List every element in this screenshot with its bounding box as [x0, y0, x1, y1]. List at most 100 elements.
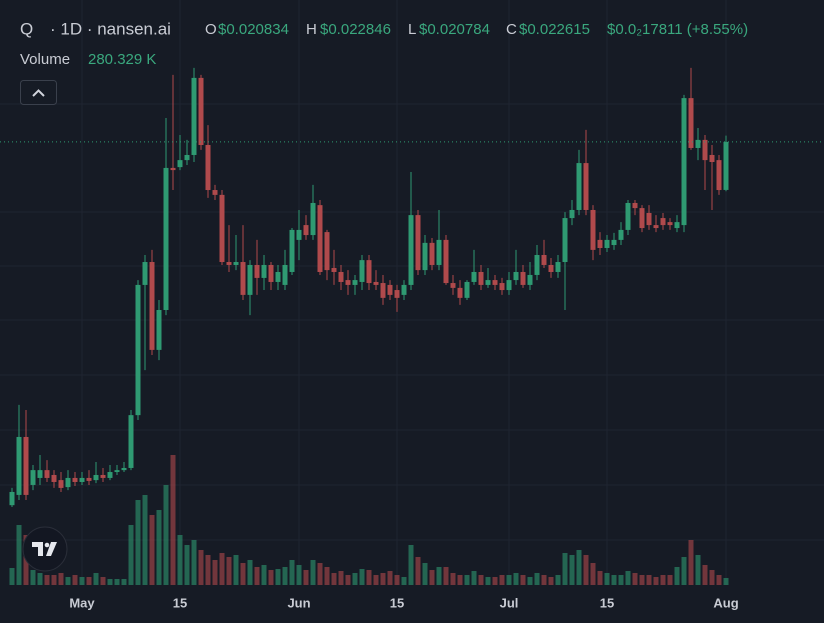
candle-body	[128, 415, 134, 468]
volume-bar	[156, 510, 162, 585]
volume-bar	[429, 570, 435, 585]
collapse-button[interactable]	[20, 80, 57, 105]
candle-body	[611, 239, 617, 246]
candle-body	[121, 467, 127, 471]
candle-body	[688, 98, 694, 148]
x-tick-label: 15	[390, 595, 404, 610]
volume-bar	[688, 540, 694, 585]
candle-body	[576, 163, 582, 210]
volume-bar	[555, 575, 561, 585]
volume-bar	[485, 577, 491, 585]
volume-bar	[16, 525, 22, 585]
candle-body	[520, 271, 526, 285]
candle-body	[597, 239, 603, 248]
x-tick-label: May	[69, 595, 95, 610]
candle-body	[534, 255, 540, 275]
volume-bar	[576, 550, 582, 585]
volume-bar	[65, 577, 71, 585]
candle-body	[9, 491, 15, 506]
tradingview-logo[interactable]	[22, 526, 68, 572]
candle-body	[212, 190, 218, 195]
volume-bar	[471, 571, 477, 585]
volume-bar	[289, 560, 295, 585]
candle-body	[324, 232, 330, 271]
candle-body	[79, 477, 85, 482]
candle-body	[380, 283, 386, 298]
candle-body	[233, 262, 239, 265]
candle-body	[373, 281, 379, 285]
candle-body	[240, 262, 246, 295]
candle-body	[198, 77, 204, 146]
volume-bar	[275, 569, 281, 585]
candle-body	[457, 287, 463, 298]
candle-body	[653, 225, 659, 229]
x-tick-label: 15	[600, 595, 614, 610]
candle-body	[695, 139, 701, 148]
volume-bar	[254, 567, 260, 585]
volume-bar	[506, 575, 512, 585]
candle-body	[716, 160, 722, 191]
volume-bar	[394, 575, 400, 585]
candle-body	[660, 218, 666, 226]
high-value: $0.022846	[320, 21, 391, 38]
candle-body	[674, 222, 680, 229]
low-value: $0.020784	[419, 21, 490, 38]
x-axis-band	[0, 586, 824, 623]
volume-bar	[618, 575, 624, 585]
candle-body	[93, 474, 99, 481]
volume-bar	[667, 575, 673, 585]
interval: · 1D · nansen.ai	[50, 19, 171, 38]
change-value: $0.0₂17811 (+8.55%)	[607, 21, 748, 38]
x-tick-label: 15	[173, 595, 187, 610]
volume-bar	[464, 575, 470, 585]
candle-body	[387, 284, 393, 295]
x-tick-label: Aug	[713, 595, 738, 610]
volume-bar	[625, 571, 631, 585]
volume-bar	[247, 560, 253, 585]
volume-bar	[457, 575, 463, 585]
volume-bar	[632, 573, 638, 585]
candle-body	[72, 477, 78, 482]
volume-bar	[142, 495, 148, 585]
candle-body	[163, 167, 169, 310]
volume-bar	[422, 563, 428, 585]
candle-body	[247, 264, 253, 295]
candle-body	[177, 160, 183, 168]
candle-body	[492, 280, 498, 285]
volume-bar	[226, 557, 232, 585]
volume-bar	[107, 579, 113, 585]
volume-bar	[695, 555, 701, 585]
volume-bar	[128, 525, 134, 585]
candle-body	[569, 209, 575, 219]
volume-bar	[100, 577, 106, 585]
candle-body	[681, 98, 687, 226]
candle-body	[16, 436, 22, 495]
candle-body	[639, 208, 645, 229]
volume-bar	[702, 565, 708, 585]
volume-bar	[170, 455, 176, 585]
candle-body	[261, 264, 267, 278]
candle-body	[149, 262, 155, 350]
volume-bar	[359, 569, 365, 585]
volume-bar	[373, 575, 379, 585]
candle-body	[436, 239, 442, 265]
candle-body	[142, 262, 148, 285]
candle-body	[499, 283, 505, 291]
volume-bar	[345, 575, 351, 585]
candle-body	[408, 215, 414, 285]
candle-body	[443, 239, 449, 284]
candle-body	[485, 280, 491, 285]
volume-bar	[58, 573, 64, 585]
candle-body	[114, 470, 120, 473]
volume-bar	[401, 577, 407, 585]
close-label: C	[506, 21, 517, 38]
high-label: H	[306, 21, 317, 38]
volume-bar	[499, 575, 505, 585]
volume-bar	[723, 577, 729, 585]
volume-bar	[240, 563, 246, 585]
candle-body	[219, 194, 225, 263]
candle-body	[254, 264, 260, 278]
candle-body	[65, 477, 71, 488]
x-tick-label: Jul	[500, 595, 519, 610]
